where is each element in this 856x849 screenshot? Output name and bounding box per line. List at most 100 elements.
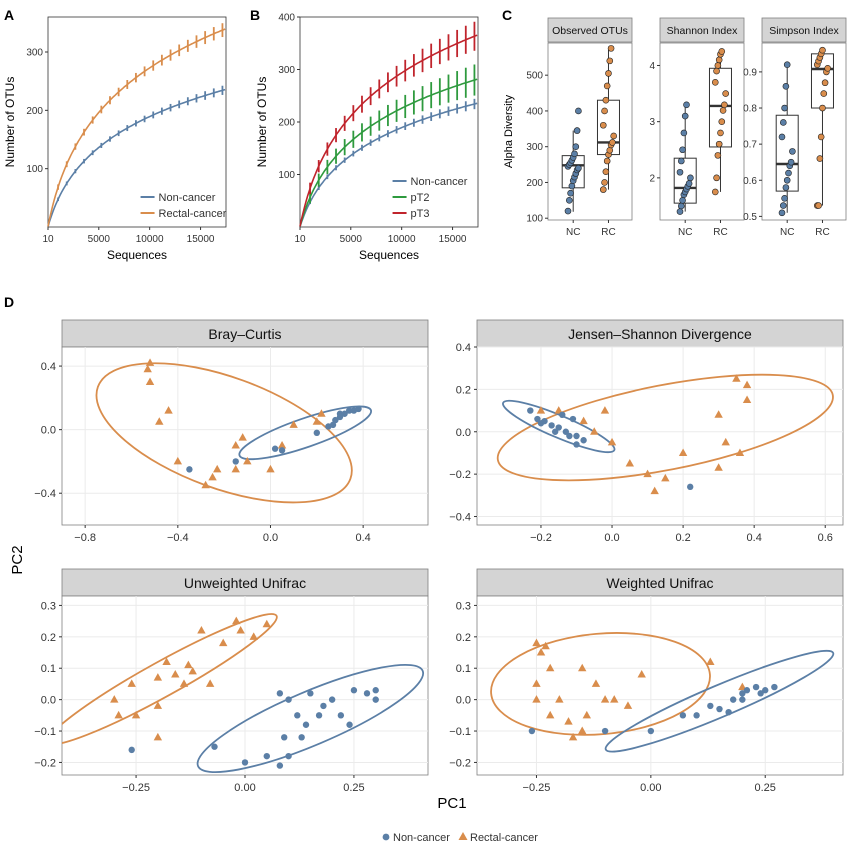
data-point — [783, 176, 791, 184]
data-point — [819, 46, 826, 54]
facet-title: Unweighted Unifrac — [184, 575, 306, 591]
y-axis-title: PC2 — [9, 545, 26, 574]
non-cancer-point — [315, 712, 323, 719]
rectal-cancer-point — [171, 670, 180, 678]
ordination-facet: Bray–Curtis −0.4 0.0 0.4 −0.8 −0.4 0.0 0.4 — [34, 319, 429, 544]
rectal-cancer-point — [650, 486, 659, 495]
boxplot-facet: Shannon Index 2 3 4 NC RC — [649, 17, 745, 238]
data-point — [572, 143, 580, 150]
x-tick-label: −0.8 — [74, 532, 96, 544]
y-tick-label: −0.2 — [449, 757, 471, 769]
data-point — [783, 61, 791, 68]
rectal-cancer-point — [532, 679, 541, 687]
y-tick-label: 0.8 — [743, 104, 757, 115]
facet-strip — [61, 319, 429, 348]
non-cancer-point — [328, 696, 336, 703]
rectal-cancer-point — [637, 670, 646, 678]
non-cancer-point — [569, 415, 577, 423]
rectal-cancer-point — [541, 641, 550, 650]
non-cancer-ellipse — [196, 663, 425, 774]
non-cancer-point — [336, 413, 344, 421]
boxplot-panel: Alpha Diversity Observed OTUs 100 200 300 400… — [503, 17, 847, 238]
rectal-cancer-point — [591, 679, 601, 687]
y-tick-label: 0.1 — [456, 663, 471, 675]
rectal-cancer-point — [623, 701, 633, 709]
y-tick-label: 300 — [526, 142, 543, 153]
ordination-facet: Weighted Unifrac −0.2 −0.1 0.0 0.1 0.2 0.3 −0.2… — [449, 568, 844, 794]
x-tick-label: 15000 — [187, 234, 215, 245]
rectal-cancer-point — [143, 364, 152, 373]
non-cancer-point — [730, 696, 737, 703]
facet-strip — [547, 17, 633, 43]
data-point — [781, 104, 788, 112]
non-cancer-point — [725, 708, 732, 716]
non-cancer-point — [528, 727, 536, 735]
non-cancer-point — [285, 752, 292, 760]
data-point — [679, 197, 686, 204]
y-tick-label: −0.4 — [449, 512, 471, 524]
data-point — [575, 164, 582, 172]
rectal-cancer-point — [153, 701, 163, 709]
rectal-cancer-point — [735, 448, 745, 456]
data-point — [781, 195, 788, 202]
non-cancer-point — [341, 410, 348, 417]
data-point — [610, 132, 617, 140]
rectal-cancer-point — [114, 710, 123, 719]
rectal-cancer-point — [317, 409, 326, 417]
rectal-cancer-point — [153, 673, 163, 681]
rectal-cancer-point — [564, 717, 573, 725]
ordination-panel: Bray–Curtis−0.40.00.4−0.8 −0.4 0.0 0.4 Jense… — [9, 319, 844, 844]
non-cancer-point — [541, 417, 548, 425]
data-point — [782, 83, 790, 90]
y-tick-label: 0.3 — [456, 600, 471, 612]
rectal-cancer-point — [238, 433, 247, 441]
x-tick-label: 0.6 — [818, 532, 833, 544]
rectal-cancer-point — [205, 679, 215, 687]
non-cancer-point — [743, 687, 751, 694]
rectal-cancer-point — [164, 406, 173, 414]
plot-frame — [476, 346, 844, 526]
rectal-cancer-point — [714, 410, 723, 418]
rectal-cancer-point — [582, 710, 591, 719]
rectal-cancer-point — [678, 448, 688, 456]
data-point — [824, 64, 831, 72]
non-cancer-point — [687, 483, 694, 491]
non-cancer-point — [757, 690, 764, 697]
panel-label-c: C — [502, 7, 512, 23]
non-cancer-point — [601, 727, 609, 735]
facet-title: Jensen–Shannon Divergence — [568, 326, 752, 342]
x-tick-label: RC — [815, 227, 829, 238]
rectal-cancer-point — [732, 374, 741, 382]
legend-key-rectal-cancer — [458, 832, 468, 840]
panel-label-d: D — [4, 294, 14, 310]
rectal-cancer-point — [201, 480, 210, 489]
facet-title: Weighted Unifrac — [606, 575, 713, 591]
legend-label: Non-cancer — [411, 176, 468, 188]
plot-frame — [61, 346, 429, 526]
legend-key-non-cancer — [382, 833, 390, 841]
y-tick-label: −0.1 — [34, 726, 56, 738]
non-cancer-ellipse — [604, 649, 835, 753]
rectal-cancer-point — [179, 679, 189, 687]
data-point — [789, 148, 796, 155]
plot-area — [490, 632, 835, 753]
x-tick-label: 0.0 — [604, 532, 619, 544]
data-point — [821, 79, 829, 87]
rectal-cancer-point — [610, 695, 619, 703]
facet-strip — [659, 17, 745, 43]
data-point — [609, 139, 616, 146]
data-point — [603, 82, 611, 90]
plot-area — [62, 613, 425, 774]
x-tick-label: NC — [566, 227, 580, 238]
data-point — [715, 56, 723, 64]
plot-frame — [299, 16, 479, 228]
data-point — [567, 189, 574, 197]
y-tick-label: 0.0 — [456, 695, 471, 707]
facet-strip — [61, 568, 429, 597]
data-point — [713, 174, 720, 182]
data-point — [601, 179, 608, 186]
x-tick-label: 5000 — [340, 234, 363, 245]
data-point — [722, 90, 729, 97]
non-cancer-point — [647, 727, 655, 735]
